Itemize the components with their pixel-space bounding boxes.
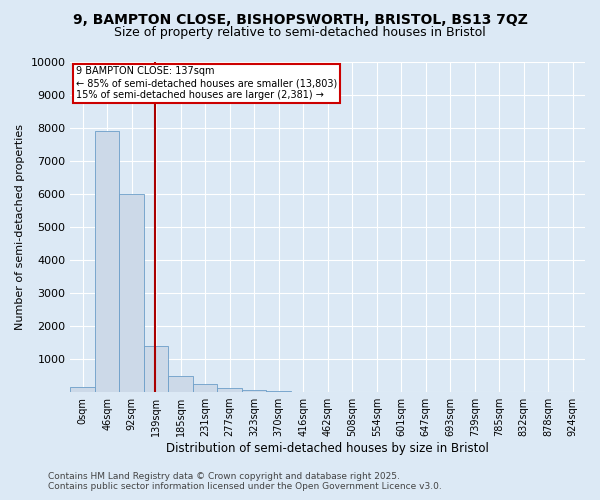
Bar bbox=[266, 391, 291, 392]
Text: 9 BAMPTON CLOSE: 137sqm
← 85% of semi-detached houses are smaller (13,803)
15% o: 9 BAMPTON CLOSE: 137sqm ← 85% of semi-de… bbox=[76, 66, 337, 100]
Bar bbox=[169, 376, 193, 392]
Bar bbox=[95, 131, 119, 392]
Text: Contains HM Land Registry data © Crown copyright and database right 2025.
Contai: Contains HM Land Registry data © Crown c… bbox=[48, 472, 442, 491]
Text: 9, BAMPTON CLOSE, BISHOPSWORTH, BRISTOL, BS13 7QZ: 9, BAMPTON CLOSE, BISHOPSWORTH, BRISTOL,… bbox=[73, 12, 527, 26]
X-axis label: Distribution of semi-detached houses by size in Bristol: Distribution of semi-detached houses by … bbox=[166, 442, 489, 455]
Bar bbox=[193, 384, 217, 392]
Bar bbox=[144, 346, 169, 392]
Text: Size of property relative to semi-detached houses in Bristol: Size of property relative to semi-detach… bbox=[114, 26, 486, 39]
Bar bbox=[242, 390, 266, 392]
Y-axis label: Number of semi-detached properties: Number of semi-detached properties bbox=[15, 124, 25, 330]
Bar bbox=[217, 388, 242, 392]
Bar bbox=[70, 387, 95, 392]
Bar bbox=[119, 194, 144, 392]
